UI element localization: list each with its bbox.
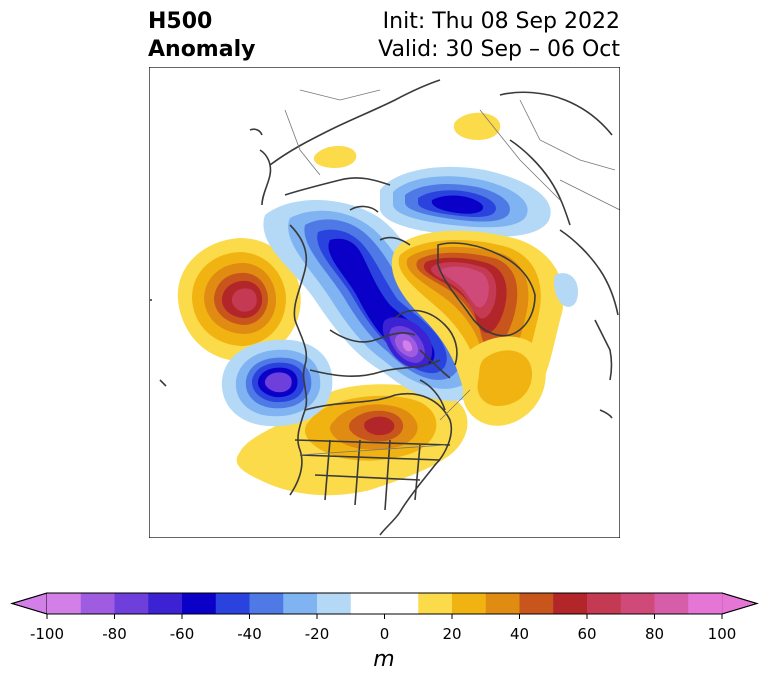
colorbar-bin — [418, 593, 453, 614]
anomaly-north-atlantic-ridge-tail — [462, 336, 546, 426]
colorbar: -100 -80 -60 -40 -20 0 20 40 60 80 100 — [10, 592, 759, 643]
colorbar-bin — [249, 593, 284, 614]
colorbar-unit-label: m — [373, 647, 394, 672]
colorbar-bin — [452, 593, 487, 614]
anomaly-northeast-pacific-ridge — [177, 238, 301, 361]
title-line-1: H500 — [148, 9, 213, 34]
map-panel — [149, 67, 620, 538]
colorbar-extend-low — [10, 592, 48, 615]
valid-time: Valid: 30 Sep – 06 Oct — [378, 37, 620, 62]
colorbar-bin — [553, 593, 588, 614]
anomaly-gulf-of-alaska-trough — [221, 339, 333, 427]
colorbar-tick-label: -80 — [102, 625, 127, 643]
colorbar-tick-label: 80 — [645, 625, 664, 643]
colorbar-bin — [688, 593, 723, 614]
colorbar-bin — [519, 593, 554, 614]
colorbar-tick-label: 20 — [442, 625, 461, 643]
colorbar-tick-label: 100 — [708, 625, 737, 643]
colorbar-bin — [620, 593, 655, 614]
colorbar-bin — [114, 593, 149, 614]
colorbar-tick-label: 0 — [380, 625, 390, 643]
colorbar-bin — [350, 593, 419, 614]
colorbar-bin — [317, 593, 352, 614]
init-time: Init: Thu 08 Sep 2022 — [382, 9, 620, 34]
colorbar-bin — [80, 593, 115, 614]
colorbar-bin — [47, 593, 82, 614]
colorbar-tick-label: -60 — [170, 625, 195, 643]
colorbar-bin — [182, 593, 217, 614]
colorbar-bin — [283, 593, 318, 614]
colorbar-bin — [148, 593, 183, 614]
anomaly-arctic-small-ridges — [313, 112, 578, 307]
colorbar-bin — [587, 593, 622, 614]
colorbar-tick-label: -40 — [237, 625, 262, 643]
anomaly-central-us-ridge — [236, 384, 468, 496]
map-title: H500 Anomaly — [148, 8, 255, 64]
colorbar-tick-label: -100 — [30, 625, 64, 643]
colorbar-tick-label: -20 — [305, 625, 330, 643]
colorbar-tick-label: 60 — [577, 625, 596, 643]
colorbar-bin — [485, 593, 520, 614]
anomaly-siberian-trough — [380, 166, 551, 237]
title-line-2: Anomaly — [148, 37, 256, 62]
colorbar-bin — [654, 593, 689, 614]
colorbar-bin — [215, 593, 250, 614]
valid-time-block: Init: Thu 08 Sep 2022 Valid: 30 Sep – 06… — [378, 8, 620, 64]
colorbar-tick-label: 40 — [510, 625, 529, 643]
coastlines-and-borders — [150, 79, 619, 536]
colorbar-extend-high — [721, 592, 759, 615]
political-borders — [284, 89, 620, 456]
